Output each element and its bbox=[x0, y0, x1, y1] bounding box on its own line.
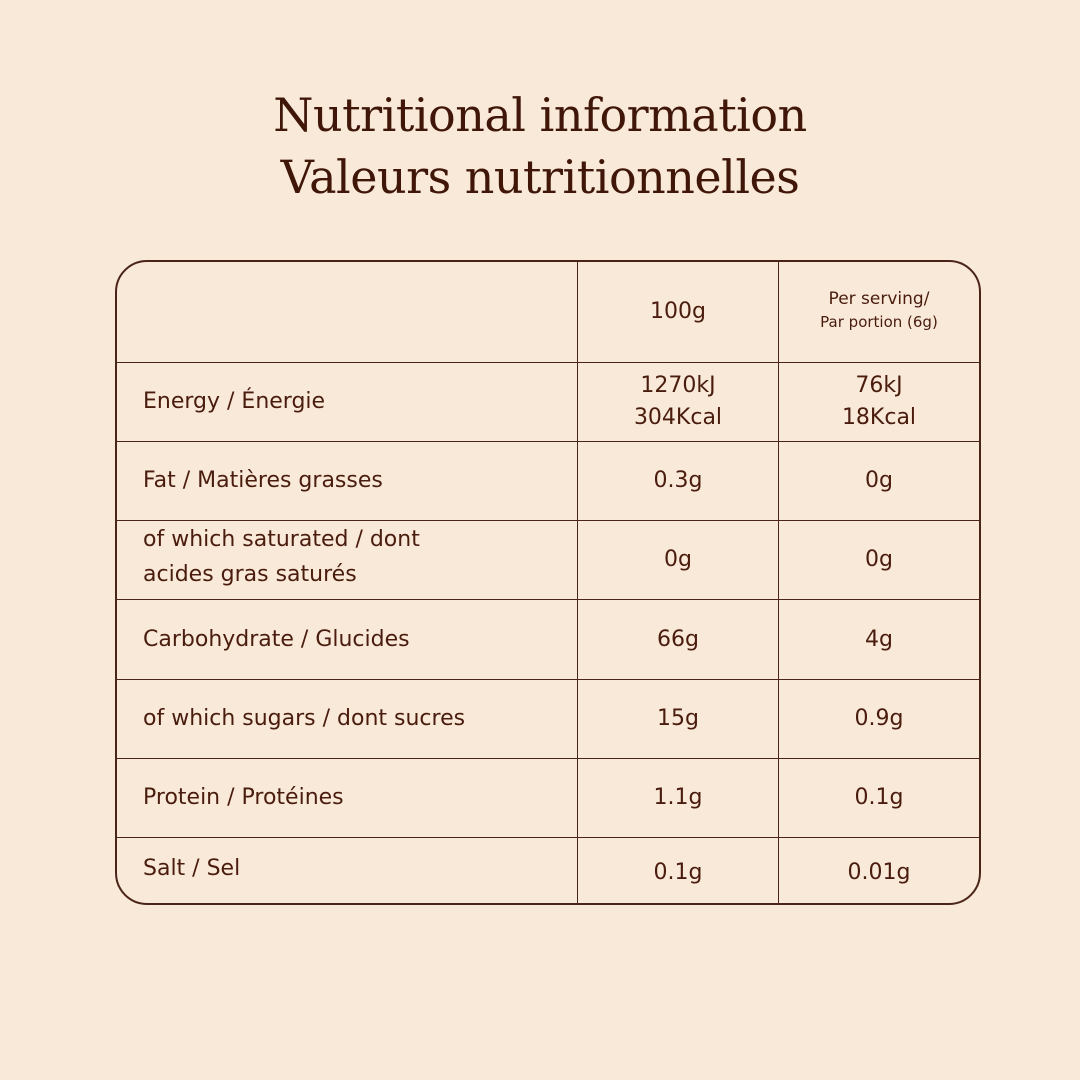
header-empty-cell bbox=[117, 262, 578, 362]
row-label-line1: of which saturated / dont bbox=[143, 527, 420, 552]
row-label: of which sugars / dont sucres bbox=[117, 680, 578, 758]
title-french: Valeurs nutritionnelles bbox=[280, 150, 800, 204]
table-row-saturated: of which saturated / dont acides gras sa… bbox=[117, 521, 979, 600]
header-serving-en: Per serving/ bbox=[828, 289, 930, 309]
per100-value: 1.1g bbox=[578, 759, 779, 837]
serving-value: 0.01g bbox=[847, 859, 911, 885]
serving-value: 4g bbox=[865, 626, 893, 652]
row-label: Protein / Protéines bbox=[117, 759, 578, 837]
energy-per100: 1270kJ 304Kcal bbox=[578, 363, 779, 441]
per100-value: 15g bbox=[578, 680, 779, 758]
row-label: Energy / Énergie bbox=[117, 363, 578, 441]
row-label: Carbohydrate / Glucides bbox=[117, 600, 578, 679]
serving-value: 0g bbox=[865, 468, 893, 493]
title-english: Nutritional information bbox=[273, 88, 807, 142]
energy-serving: 76kJ 18Kcal bbox=[779, 363, 979, 441]
header-serving: Per serving/ Par portion (6g) bbox=[779, 262, 979, 362]
table-row-carbohydrate: Carbohydrate / Glucides 66g 4g bbox=[117, 600, 979, 680]
energy-serving-kcal: 18Kcal bbox=[841, 405, 917, 430]
table-row-energy: Energy / Énergie 1270kJ 304Kcal 76kJ 18K… bbox=[117, 363, 979, 442]
row-label: Salt / Sel bbox=[117, 838, 578, 903]
energy-per100-kj: 1270kJ bbox=[640, 373, 716, 398]
per100-value: 0g bbox=[578, 521, 779, 599]
energy-per100-kcal: 304Kcal bbox=[633, 405, 723, 430]
header-row: 100g Per serving/ Par portion (6g) bbox=[117, 262, 979, 363]
table-row-protein: Protein / Protéines 1.1g 0.1g bbox=[117, 759, 979, 838]
table-row-sugars: of which sugars / dont sucres 15g 0.9g bbox=[117, 680, 979, 759]
table-row-fat: Fat / Matières grasses 0.3g 0g bbox=[117, 442, 979, 521]
energy-serving-kj: 76kJ bbox=[855, 373, 903, 398]
per100-value: 66g bbox=[578, 600, 779, 679]
header-serving-fr: Par portion (6g) bbox=[820, 313, 938, 331]
serving-value: 0.9g bbox=[854, 706, 904, 731]
row-label: Fat / Matières grasses bbox=[117, 442, 578, 520]
header-100g: 100g bbox=[578, 262, 779, 362]
serving-value: 0.1g bbox=[854, 785, 904, 810]
serving-value: 0g bbox=[865, 547, 893, 572]
nutrition-table: 100g Per serving/ Par portion (6g) Energ… bbox=[115, 260, 981, 905]
table-row-salt: Salt / Sel 0.1g 0.01g bbox=[117, 838, 979, 903]
row-label-line2: acides gras saturés bbox=[143, 562, 357, 587]
row-label: of which saturated / dont acides gras sa… bbox=[117, 521, 578, 599]
per100-value: 0.1g bbox=[578, 838, 779, 903]
per100-value: 0.3g bbox=[578, 442, 779, 520]
